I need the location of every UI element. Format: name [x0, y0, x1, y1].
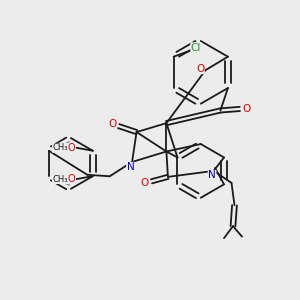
Text: CH₃: CH₃: [52, 143, 68, 152]
Text: O: O: [242, 104, 250, 114]
Text: N: N: [127, 162, 134, 172]
Text: N: N: [208, 170, 216, 180]
Text: O: O: [68, 174, 76, 184]
Text: Cl: Cl: [191, 43, 201, 53]
Text: CH₃: CH₃: [52, 175, 68, 184]
Text: O: O: [196, 64, 204, 74]
Text: O: O: [141, 178, 149, 188]
Text: O: O: [108, 119, 116, 129]
Text: O: O: [68, 143, 76, 153]
